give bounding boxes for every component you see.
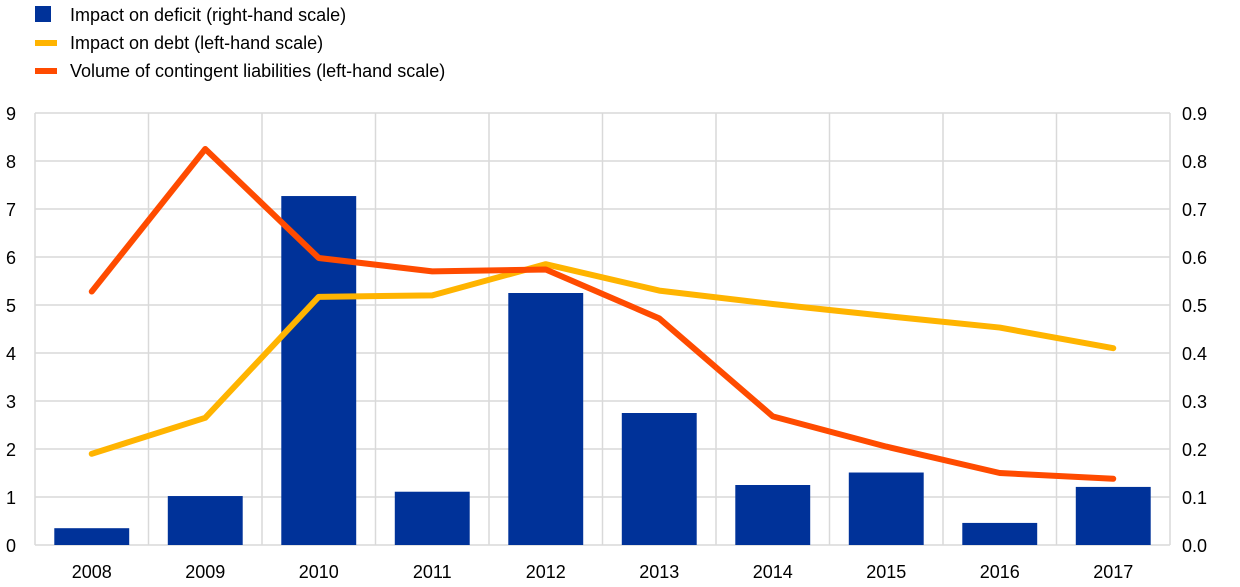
x-tick-label: 2015 [866,562,906,582]
left-tick-label: 4 [6,344,16,364]
right-tick-label: 0.7 [1182,200,1207,220]
deficit-bar [508,293,584,545]
vertical-gridlines [34,113,1171,545]
x-tick-label: 2009 [185,562,225,582]
right-tick-label: 0.5 [1182,296,1207,316]
deficit-bar [167,496,243,545]
left-tick-label: 5 [6,296,16,316]
left-tick-label: 0 [6,536,16,556]
debt-line [88,261,1117,457]
x-tick-label: 2010 [299,562,339,582]
x-tick-label: 2011 [413,562,452,582]
deficit-bar [735,485,811,545]
deficit-bar [394,491,470,545]
deficit-bar [621,413,697,545]
left-tick-label: 8 [6,152,16,172]
left-tick-label: 2 [6,440,16,460]
x-tick-label: 2013 [639,562,679,582]
x-tick-label: 2017 [1093,562,1133,582]
legend: Impact on deficit (right-hand scale) Imp… [35,5,445,81]
deficit-bar [1075,486,1151,545]
left-tick-label: 9 [6,104,16,124]
right-tick-label: 0.8 [1182,152,1207,172]
x-tick-label: 2016 [980,562,1020,582]
right-tick-label: 0.4 [1182,344,1207,364]
right-tick-label: 0.3 [1182,392,1207,412]
left-tick-label: 3 [6,392,16,412]
x-tick-label: 2008 [72,562,112,582]
x-tick-label: 2014 [753,562,793,582]
contingent-liabilities-line [88,146,1117,482]
legend-swatch-deficit [35,6,51,22]
deficit-bar [848,472,924,545]
legend-label-deficit: Impact on deficit (right-hand scale) [70,5,346,25]
deficit-bars [54,196,1151,546]
right-tick-label: 0.9 [1182,104,1207,124]
right-tick-label: 0.2 [1182,440,1207,460]
legend-swatch-debt [35,40,57,46]
legend-label-debt: Impact on debt (left-hand scale) [70,33,323,53]
right-axis-ticks: 0.0 0.1 0.2 0.3 0.4 0.5 0.6 0.7 0.8 0.9 [1182,104,1207,556]
deficit-bar [962,522,1038,545]
legend-swatch-contingent [35,68,57,74]
left-tick-label: 6 [6,248,16,268]
x-tick-label: 2012 [526,562,566,582]
left-tick-label: 1 [6,488,16,508]
right-tick-label: 0.0 [1182,536,1207,556]
right-tick-label: 0.6 [1182,248,1207,268]
deficit-bar [281,196,357,546]
x-axis-ticks: 2008 2009 2010 2011 2012 2013 2014 2015 2016 2017 [72,562,1134,582]
left-tick-label: 7 [6,200,16,220]
deficit-bar [54,528,130,545]
right-tick-label: 0.1 [1182,488,1207,508]
left-axis-ticks: 0 1 2 3 4 5 6 7 8 9 [6,104,16,556]
legend-label-contingent: Volume of contingent liabilities (left-h… [70,61,445,81]
